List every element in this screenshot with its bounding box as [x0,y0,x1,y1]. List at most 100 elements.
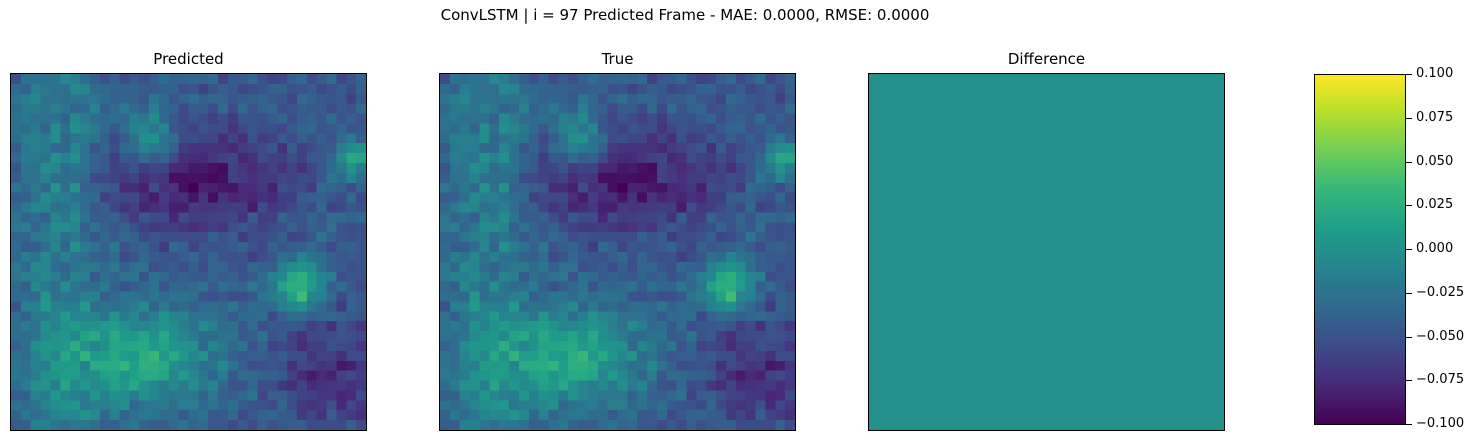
heatmap-cell [30,202,41,213]
heatmap-cell [440,163,451,174]
heatmap-cell [898,281,909,292]
heatmap-cell [509,291,520,302]
heatmap-cell [158,301,169,312]
heatmap-cell [479,103,490,114]
heatmap-cell [578,192,589,203]
heatmap-cell [149,103,160,114]
heatmap-cell [1125,341,1136,352]
heatmap-cell [637,350,648,361]
heatmap-cell [1076,271,1087,282]
heatmap-cell [745,321,756,332]
heatmap-cell [706,350,717,361]
heatmap-cell [947,380,958,391]
heatmap-cell [316,113,327,124]
heatmap-cell [479,281,490,292]
heatmap-cell [1154,123,1166,134]
heatmap-cell [449,311,460,322]
heatmap-cell [1105,291,1116,302]
heatmap-cell [908,420,919,430]
heatmap-cell [1164,281,1175,292]
heatmap-cell [70,301,81,312]
heatmap-cell [1036,163,1047,174]
heatmap-cell [149,341,160,352]
heatmap-cell [1066,271,1077,282]
heatmap-cell [656,370,668,381]
heatmap-cell [637,123,648,134]
heatmap-cell [755,321,766,332]
heatmap-cell [99,311,110,322]
heatmap-cell [1026,331,1037,342]
heatmap-cell [755,410,766,421]
heatmap-cell [208,311,219,322]
heatmap-cell [578,341,589,352]
heatmap-cell [597,202,608,213]
heatmap-cell [528,261,539,272]
heatmap-cell [40,420,51,430]
heatmap-cell [987,390,998,401]
heatmap-cell [1194,311,1205,322]
heatmap-cell [676,350,687,361]
heatmap-cell [785,400,795,411]
heatmap-cell [938,163,949,174]
heatmap-cell [316,301,327,312]
heatmap-cell [1036,202,1047,213]
heatmap-cell [597,93,608,104]
heatmap-cell [149,192,160,203]
heatmap-cell [1026,133,1037,144]
heatmap-cell [99,370,110,381]
heatmap-cell [1154,321,1166,332]
heatmap-cell [627,83,638,94]
heatmap-cell [997,192,1008,203]
heatmap-cell [617,390,628,401]
heatmap-cell [538,153,549,164]
heatmap-cell [1154,202,1166,213]
heatmap-cell [548,271,559,282]
heatmap-cell [957,192,968,203]
heatmap-cell [716,350,727,361]
heatmap-cell [587,301,598,312]
heatmap-cell [716,400,727,411]
heatmap-cell [656,133,668,144]
heatmap-cell [469,83,480,94]
heatmap-cell [1214,360,1224,371]
heatmap-cell [928,321,939,332]
heatmap-cell [326,93,337,104]
heatmap-cell [785,192,795,203]
heatmap-cell [336,113,347,124]
heatmap-cell [1125,103,1136,114]
heatmap-cell [336,93,347,104]
heatmap-cell [227,143,239,154]
heatmap-cell [987,281,998,292]
heatmap-cell [568,172,579,183]
heatmap-cell [987,271,998,282]
heatmap-cell [997,103,1008,114]
heatmap-cell [257,202,268,213]
heatmap-cell [869,123,880,134]
heatmap-cell [336,380,347,391]
heatmap-cell [785,143,795,154]
heatmap-cell [1174,400,1185,411]
heatmap-cell [878,83,889,94]
heatmap-cell [528,212,539,223]
heatmap-cell [997,153,1008,164]
heatmap-cell [296,252,308,263]
heatmap-cell [617,153,628,164]
heatmap-cell [1115,321,1126,332]
heatmap-cell [745,420,756,430]
heatmap-cell [218,350,229,361]
heatmap-cell [237,410,248,421]
heatmap-cell [696,400,707,411]
heatmap-cell [627,153,638,164]
heatmap-cell [987,123,998,134]
heatmap-cell [227,192,239,203]
heatmap-cell [869,83,880,94]
heatmap-cell [346,291,357,302]
heatmap-cell [987,242,998,253]
heatmap-cell [287,182,298,193]
heatmap-cell [1066,321,1077,332]
heatmap-cell [99,420,110,430]
heatmap-cell [449,182,460,193]
heatmap-cell [356,390,366,401]
difference-title: Difference [1007,50,1086,68]
heatmap-cell [627,133,638,144]
